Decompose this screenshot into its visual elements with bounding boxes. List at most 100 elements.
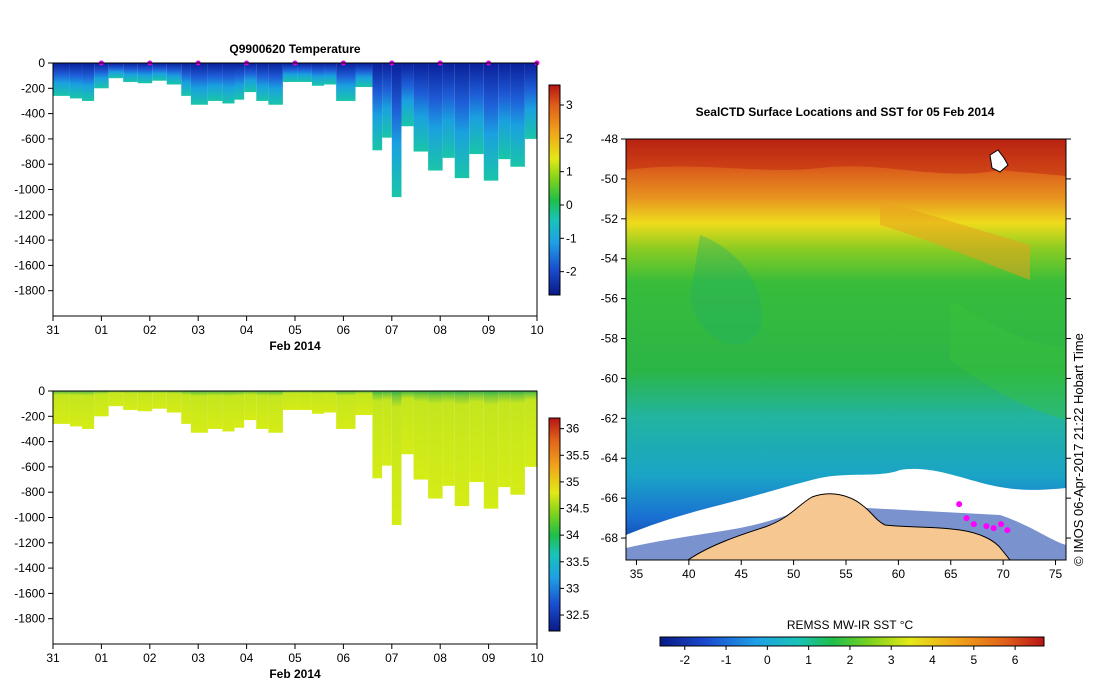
seal-surface-locations (956, 501, 1011, 534)
sst-colorbar-tick-label: 3 (888, 653, 895, 667)
temperature-profile-6 (137, 63, 153, 84)
y-tick-label: -1000 (14, 511, 45, 525)
salinity-profile-31 (469, 391, 484, 483)
kerguelen-island-icon (989, 149, 1009, 173)
y-tick-label: -800 (21, 485, 45, 499)
colorbar-tick-label: 1 (566, 165, 573, 179)
y-tick-label: -800 (21, 157, 45, 171)
x-tick-label: 10 (530, 323, 544, 337)
salinity-profile-15 (256, 391, 269, 429)
x-tick-label: 08 (434, 651, 448, 665)
lat-tick-label: -48 (601, 132, 619, 146)
temperature-profile-28 (428, 63, 443, 171)
salinity-profile-33 (498, 391, 511, 488)
salinity-profile-10 (190, 391, 208, 433)
seal-location-point (963, 515, 970, 522)
temperature-profile-24 (382, 63, 392, 138)
temperature-profile-1 (69, 63, 83, 99)
sst-colorbar-tick-label: -1 (721, 653, 732, 667)
colorbar-tick-label: 35.5 (566, 448, 590, 462)
temperature-y-axis: 0 -200 -400 -600 -800 -1000 -1200 -1400 -1600 -18… (14, 56, 53, 298)
lat-tick-label: -58 (601, 332, 619, 346)
sst-colorbar-tick-label: -2 (679, 653, 690, 667)
temperature-profile-0 (53, 63, 70, 96)
seal-location-point (983, 523, 990, 530)
salinity-profile-27 (413, 391, 429, 480)
x-tick-label: 08 (434, 323, 448, 337)
salinity-profile-18 (297, 391, 312, 410)
salinity-profile-29 (442, 391, 455, 486)
salinity-profile-2 (82, 391, 95, 429)
x-tick-label: 05 (288, 323, 302, 337)
salinity-profile-34 (510, 391, 525, 495)
x-tick-label: 02 (143, 651, 157, 665)
colorbar-tick-label: 0 (566, 198, 573, 212)
temperature-profile-26 (401, 63, 414, 127)
colorbar-tick-label: 33 (566, 581, 580, 595)
seal-location-point (1004, 527, 1011, 534)
salinity-profile-20 (324, 391, 337, 413)
salinity-profile-28 (428, 391, 443, 499)
seal-location-point (998, 521, 1005, 528)
x-tick-label: 31 (46, 651, 60, 665)
sst-colorbar-tick-label: 5 (970, 653, 977, 667)
x-tick-label: 06 (337, 651, 351, 665)
lon-tick-label: 35 (630, 567, 644, 581)
sst-map-panel: SealCTD Surface Locations and SST for 05… (601, 105, 1086, 667)
colorbar-tick-label: 36 (566, 422, 580, 436)
temperature-profile-33 (498, 63, 511, 160)
sst-colorbar-label: REMSS MW-IR SST °C (787, 618, 914, 632)
y-tick-label: -600 (21, 460, 45, 474)
temperature-profile-27 (413, 63, 429, 152)
salinity-profile-21 (336, 391, 356, 429)
temperature-x-label: Feb 2014 (269, 339, 321, 353)
x-tick-label: 07 (385, 651, 399, 665)
x-tick-label: 02 (143, 323, 157, 337)
salinity-x-label: Feb 2014 (269, 667, 321, 681)
colorbar-tick-label: 35 (566, 475, 580, 489)
salinity-profile-16 (268, 391, 283, 433)
salinity-profile-14 (244, 391, 257, 421)
salinity-profiles (53, 391, 537, 526)
warm-tongue (880, 200, 1030, 280)
temperature-colorbar (548, 84, 561, 296)
salinity-profile-4 (108, 391, 124, 407)
temperature-profile-9 (181, 63, 191, 96)
temperature-profile-8 (166, 63, 182, 85)
salinity-profile-6 (137, 391, 153, 412)
y-tick-label: -1400 (14, 561, 45, 575)
salinity-profile-1 (69, 391, 83, 427)
salinity-profile-23 (372, 391, 383, 479)
lat-tick-label: -62 (601, 411, 619, 425)
salinity-colorbar-ticks: 36 35.5 35 34.5 34 33.5 33 32.5 (560, 422, 590, 622)
y-tick-label: -1000 (14, 183, 45, 197)
seal-location-point (956, 501, 963, 508)
temperature-profile-32 (483, 63, 499, 181)
lon-tick-label: 45 (735, 567, 749, 581)
y-tick-label: 0 (38, 56, 45, 70)
sst-map-lon-axis: 35 40 45 50 55 60 65 70 75 (630, 560, 1063, 581)
x-tick-label: 07 (385, 323, 399, 337)
colorbar-tick-label: 33.5 (566, 555, 590, 569)
cool-eddy (690, 235, 762, 345)
lat-tick-label: -50 (601, 172, 619, 186)
y-tick-label: -1600 (14, 586, 45, 600)
salinity-profile-32 (483, 391, 499, 509)
temperature-profile-11 (207, 63, 223, 101)
temperature-profile-21 (336, 63, 356, 101)
temperature-profile-23 (372, 63, 383, 151)
y-tick-label: -600 (21, 132, 45, 146)
sst-colorbar-tick-label: 0 (764, 653, 771, 667)
y-tick-label: -1200 (14, 536, 45, 550)
colorbar-tick-label: 34 (566, 528, 580, 542)
y-tick-label: -200 (21, 81, 45, 95)
salinity-profile-26 (401, 391, 414, 455)
y-tick-label: -200 (21, 409, 45, 423)
temperature-profile-30 (454, 63, 470, 179)
temperature-profile-5 (123, 63, 138, 82)
colorbar-tick-label: -2 (566, 265, 577, 279)
colorbar-tick-label: 34.5 (566, 502, 590, 516)
temperature-x-axis: 31 01 02 03 04 05 06 07 08 09 10 (46, 316, 544, 337)
salinity-profile-11 (207, 391, 223, 429)
